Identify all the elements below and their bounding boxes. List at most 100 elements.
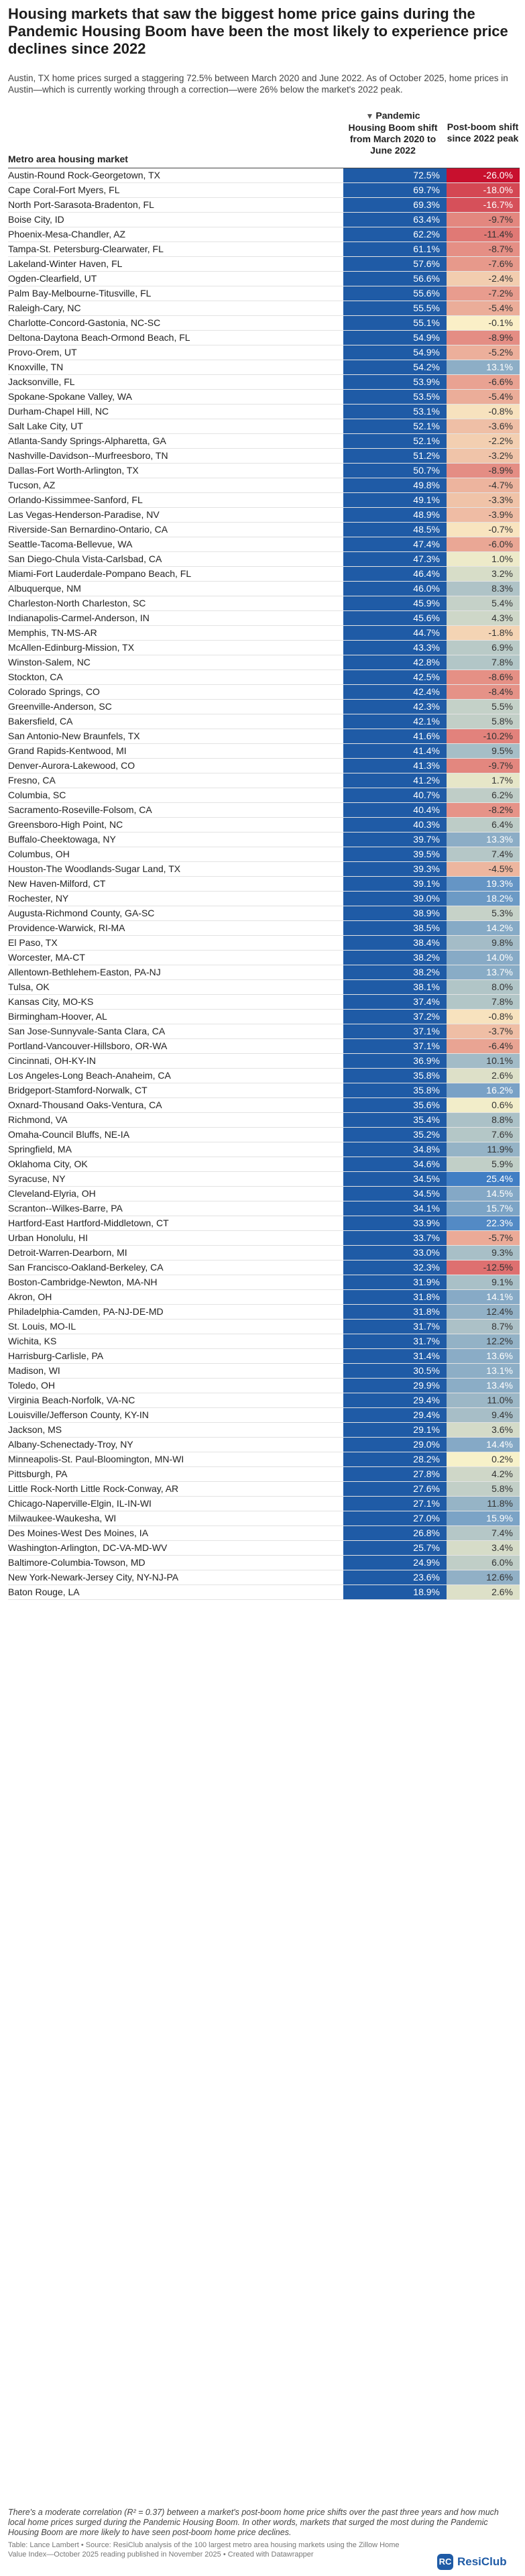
market-name: Little Rock-North Little Rock-Conway, AR [8,1483,179,1494]
post-boom-shift-value: 8.8% [447,1113,520,1127]
market-name: Cincinnati, OH-KY-IN [8,1055,96,1066]
brand-logo[interactable]: RC ResiClub [437,2553,521,2571]
table-row: Baton Rouge, LA 18.9% 2.6% [8,1585,520,1600]
table-row: Nashville-Davidson--Murfreesboro, TN 51.2… [8,449,520,464]
boom-shift-value: 31.7% [343,1320,447,1334]
boom-shift-value: 55.6% [343,286,447,301]
sort-descending-icon: ▼ [365,111,374,121]
post-boom-shift-value: 9.4% [447,1408,520,1422]
table-row: Denver-Aurora-Lakewood, CO 41.3% -9.7% [8,759,520,773]
post-boom-shift-value: -8.6% [447,670,520,684]
table-row: Miami-Fort Lauderdale-Pompano Beach, FL 4… [8,567,520,582]
post-boom-shift-value: 9.5% [447,744,520,758]
table-row: Riverside-San Bernardino-Ontario, CA 48.5… [8,523,520,537]
post-boom-shift-value: 16.2% [447,1083,520,1097]
post-boom-shift-value: -5.2% [447,345,520,360]
post-boom-shift-value: 11.8% [447,1497,520,1511]
boom-shift-value: 50.7% [343,464,447,478]
boom-shift-value: 33.9% [343,1216,447,1230]
post-boom-shift-value: 5.8% [447,1482,520,1496]
table-row: San Diego-Chula Vista-Carlsbad, CA 47.3% 1… [8,552,520,567]
boom-shift-value: 33.0% [343,1246,447,1260]
column-header-market[interactable]: Metro area housing market [8,154,128,164]
table-row: Cincinnati, OH-KY-IN 36.9% 10.1% [8,1054,520,1069]
market-name: Jackson, MS [8,1424,62,1435]
boom-shift-value: 43.3% [343,641,447,655]
market-name: Albuquerque, NM [8,583,81,594]
boom-shift-value: 33.7% [343,1231,447,1245]
market-name: Miami-Fort Lauderdale-Pompano Beach, FL [8,568,192,579]
post-boom-shift-value: 12.4% [447,1305,520,1319]
post-boom-shift-value: -2.4% [447,272,520,286]
table-row: Scranton--Wilkes-Barre, PA 34.1% 15.7% [8,1201,520,1216]
post-boom-shift-value: 14.0% [447,951,520,965]
market-name: Charleston-North Charleston, SC [8,598,146,608]
boom-shift-value: 55.1% [343,316,447,330]
boom-shift-value: 40.3% [343,818,447,832]
post-boom-shift-value: 14.1% [447,1290,520,1304]
market-name: Washington-Arlington, DC-VA-MD-WV [8,1542,168,1553]
boom-shift-value: 54.2% [343,360,447,374]
table-row: Memphis, TN-MS-AR 44.7% -1.8% [8,626,520,641]
boom-shift-value: 23.6% [343,1570,447,1585]
market-name: Baton Rouge, LA [8,1587,80,1597]
boom-shift-value: 46.4% [343,567,447,581]
table-row: Baltimore-Columbia-Towson, MD 24.9% 6.0% [8,1556,520,1570]
market-name: Orlando-Kissimmee-Sanford, FL [8,494,143,505]
table-row: Oxnard-Thousand Oaks-Ventura, CA 35.6% 0.6… [8,1098,520,1113]
table-row: Milwaukee-Waukesha, WI 27.0% 15.9% [8,1511,520,1526]
table-row: Augusta-Richmond County, GA-SC 38.9% 5.3% [8,906,520,921]
post-boom-shift-value: 19.3% [447,877,520,891]
table-row: Bridgeport-Stamford-Norwalk, CT 35.8% 16.2… [8,1083,520,1098]
boom-shift-value: 42.1% [343,714,447,729]
column-header-boom[interactable]: ▼ Pandemic Housing Boom shift from March … [346,110,440,156]
table-row: Albuquerque, NM 46.0% 8.3% [8,582,520,596]
market-name: Kansas City, MO-KS [8,996,94,1007]
market-name: Knoxville, TN [8,362,64,372]
market-name: Indianapolis-Carmel-Anderson, IN [8,612,150,623]
table-row: Raleigh-Cary, NC 55.5% -5.4% [8,301,520,316]
market-name: Los Angeles-Long Beach-Anaheim, CA [8,1070,171,1081]
post-boom-shift-value: 12.6% [447,1570,520,1585]
table-row: Las Vegas-Henderson-Paradise, NV 48.9% -3.… [8,508,520,523]
post-boom-shift-value: 13.6% [447,1349,520,1363]
boom-shift-value: 47.4% [343,537,447,551]
table-row: Stockton, CA 42.5% -8.6% [8,670,520,685]
post-boom-shift-value: -5.4% [447,390,520,404]
post-boom-shift-value: 7.4% [447,847,520,861]
table-row: Tampa-St. Petersburg-Clearwater, FL 61.1%… [8,242,520,257]
post-boom-shift-value: 2.6% [447,1069,520,1083]
table-row: Indianapolis-Carmel-Anderson, IN 45.6% 4.3… [8,611,520,626]
credit-line: Table: Lance Lambert • Source: ResiClub … [8,2541,400,2559]
market-name: Dallas-Fort Worth-Arlington, TX [8,465,139,476]
market-name: Greensboro-High Point, NC [8,819,123,830]
column-header-post[interactable]: Post-boom shift since 2022 peak [447,121,519,144]
footnote: There's a moderate correlation (R² = 0.3… [8,2508,499,2537]
table-row: Greenville-Anderson, SC 42.3% 5.5% [8,700,520,714]
market-name: Pittsburgh, PA [8,1468,68,1479]
market-name: San Antonio-New Braunfels, TX [8,731,140,741]
table-row: Knoxville, TN 54.2% 13.1% [8,360,520,375]
post-boom-shift-value: 5.4% [447,596,520,610]
boom-shift-value: 55.5% [343,301,447,315]
boom-shift-value: 54.9% [343,345,447,360]
boom-shift-value: 35.8% [343,1083,447,1097]
table-row: Virginia Beach-Norfolk, VA-NC 29.4% 11.0% [8,1393,520,1408]
post-boom-shift-value: -0.1% [447,316,520,330]
market-name: Grand Rapids-Kentwood, MI [8,745,127,756]
boom-shift-value: 39.0% [343,892,447,906]
boom-shift-value: 41.2% [343,773,447,788]
boom-shift-value: 34.5% [343,1187,447,1201]
market-name: Allentown-Bethlehem-Easton, PA-NJ [8,967,161,977]
market-name: St. Louis, MO-IL [8,1321,76,1332]
market-name: Tulsa, OK [8,981,50,992]
table-row: Minneapolis-St. Paul-Bloomington, MN-WI 2… [8,1452,520,1467]
boom-shift-value: 35.4% [343,1113,447,1127]
market-name: Syracuse, NY [8,1173,66,1184]
boom-shift-value: 39.3% [343,862,447,876]
boom-shift-value: 52.1% [343,419,447,433]
market-name: Buffalo-Cheektowaga, NY [8,834,116,845]
market-name: Oklahoma City, OK [8,1159,88,1169]
market-name: Philadelphia-Camden, PA-NJ-DE-MD [8,1306,164,1317]
market-name: Urban Honolulu, HI [8,1232,89,1243]
